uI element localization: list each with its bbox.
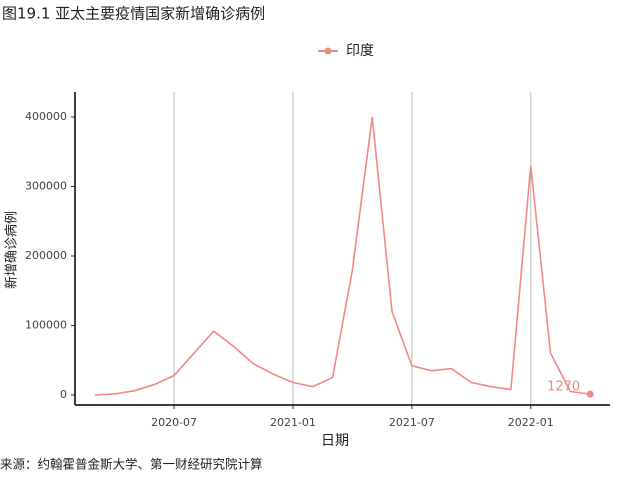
x-tick-label: 2021-07	[389, 416, 435, 429]
y-tick-label: 400000	[25, 110, 67, 123]
end-value-label: 1270	[547, 380, 580, 395]
x-tick-label: 2022-01	[508, 416, 554, 429]
y-tick-label: 200000	[25, 249, 67, 262]
series-line	[94, 116, 591, 396]
y-tick-label: 100000	[25, 318, 67, 331]
x-axis-label: 日期	[321, 433, 349, 449]
legend-marker	[324, 47, 332, 55]
y-axis-label: 新增确诊病例	[4, 211, 20, 289]
y-tick-label: 300000	[25, 180, 67, 193]
y-tick-label: 0	[60, 388, 67, 401]
x-tick-label: 2021-01	[270, 416, 316, 429]
source-note: 来源：约翰霍普金斯大学、第一财经研究院计算	[0, 457, 263, 472]
chart-title: 图19.1 亚太主要疫情国家新增确诊病例	[2, 5, 265, 23]
legend-label: 印度	[346, 43, 374, 59]
end-point	[586, 390, 594, 398]
x-tick-label: 2020-07	[151, 416, 197, 429]
